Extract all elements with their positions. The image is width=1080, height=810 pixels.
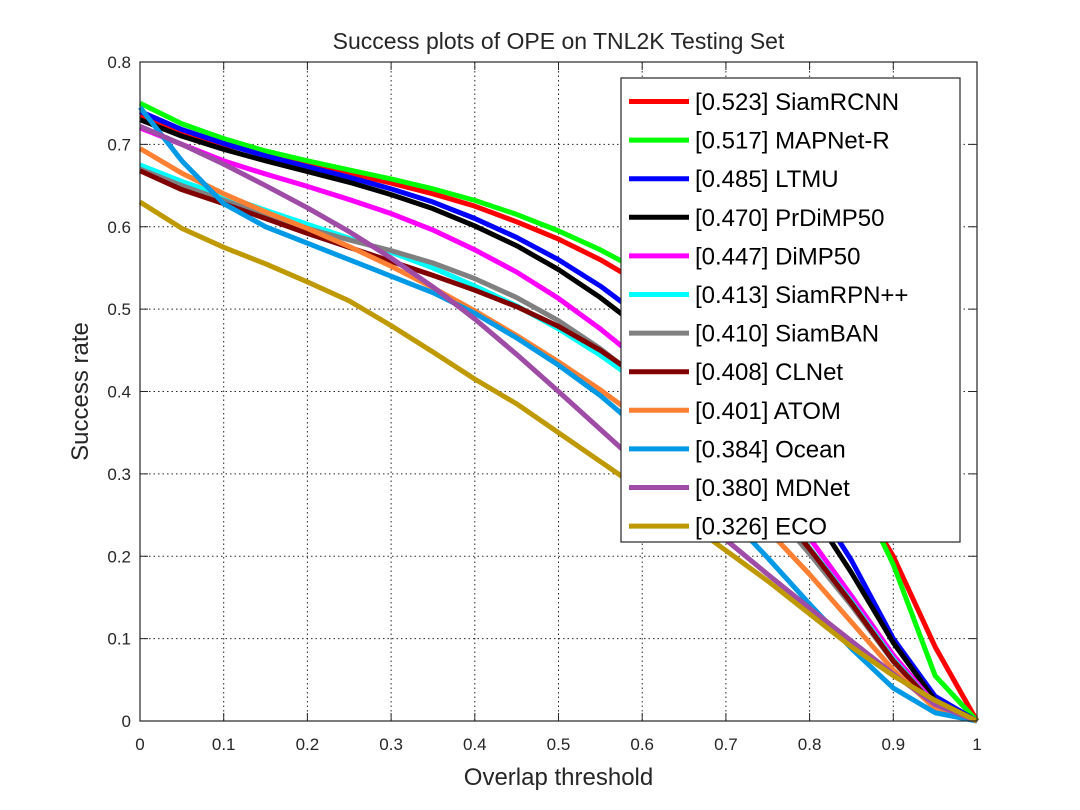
series-line-10 xyxy=(139,123,978,724)
x-tick-label: 0.4 xyxy=(463,735,487,754)
x-tick-label: 0.1 xyxy=(212,735,236,754)
x-tick-label: 0.6 xyxy=(630,735,654,754)
legend-label-10: [0.380] MDNet xyxy=(695,475,850,502)
legend-label-11: [0.326] ECO xyxy=(695,514,827,541)
y-tick-label: 0.5 xyxy=(107,300,131,319)
y-tick-label: 0.7 xyxy=(107,135,131,154)
legend-label-6: [0.410] SiamBAN xyxy=(695,321,879,348)
legend: [0.523] SiamRCNN [0.517] MAPNet-R [0.485] … xyxy=(620,77,961,543)
x-tick-label: 0 xyxy=(135,735,144,754)
series-line-8 xyxy=(138,146,978,724)
legend-label-1: [0.517] MAPNet-R xyxy=(695,128,890,155)
legend-label-9: [0.384] Ocean xyxy=(695,436,846,463)
x-axis-label: Overlap threshold xyxy=(464,764,653,791)
y-tick-label: 0.4 xyxy=(107,383,131,402)
x-tick-label: 0.2 xyxy=(296,735,320,754)
y-tick-label: 0 xyxy=(122,712,131,731)
legend-label-5: [0.413] SiamRPN++ xyxy=(695,282,908,309)
series-line-4 xyxy=(139,125,978,724)
x-tick-label: 0.9 xyxy=(881,735,905,754)
legend-label-0: [0.523] SiamRCNN xyxy=(695,89,899,116)
y-tick-label: 0.8 xyxy=(107,53,131,72)
series-lines xyxy=(138,100,980,724)
x-tick-label: 0.3 xyxy=(379,735,403,754)
y-axis-label: Success rate xyxy=(67,322,94,461)
x-tick-label: 0.5 xyxy=(547,735,571,754)
x-tick-label: 1 xyxy=(972,735,981,754)
axis-ticks: 0 0.1 0.2 0.3 0.4 0.5 0.6 0.7 0.8 0.9 1 0 0.1 0.2 0.3 0… xyxy=(107,53,981,754)
legend-label-2: [0.485] LTMU xyxy=(695,166,839,193)
y-tick-label: 0.1 xyxy=(107,630,131,649)
legend-box xyxy=(620,77,961,543)
legend-label-8: [0.401] ATOM xyxy=(695,398,841,425)
y-tick-label: 0.6 xyxy=(107,218,131,237)
series-line-7 xyxy=(138,168,978,724)
legend-label-7: [0.408] CLNet xyxy=(695,359,843,386)
x-tick-label: 0.7 xyxy=(714,735,738,754)
series-line-11 xyxy=(138,199,979,724)
legend-label-4: [0.447] DiMP50 xyxy=(695,243,860,270)
legend-label-3: [0.470] PrDiMP50 xyxy=(695,205,884,232)
x-tick-label: 0.8 xyxy=(798,735,822,754)
y-tick-label: 0.2 xyxy=(107,547,131,566)
series-line-3 xyxy=(139,117,979,724)
chart-title: Success plots of OPE on TNL2K Testing Se… xyxy=(333,28,785,54)
y-tick-label: 0.3 xyxy=(107,465,131,484)
